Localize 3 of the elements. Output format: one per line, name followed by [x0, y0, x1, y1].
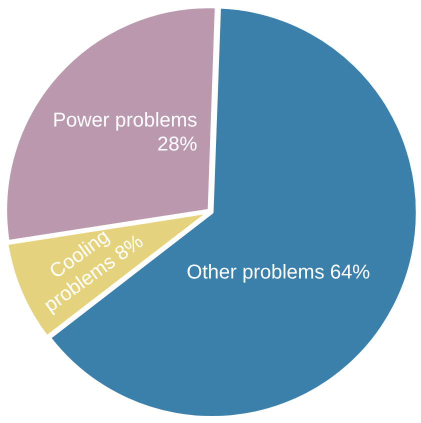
slice-label: Other problems 64%	[186, 262, 370, 284]
data-label: 28%	[157, 134, 198, 156]
slice-label: Power problems	[52, 110, 198, 132]
